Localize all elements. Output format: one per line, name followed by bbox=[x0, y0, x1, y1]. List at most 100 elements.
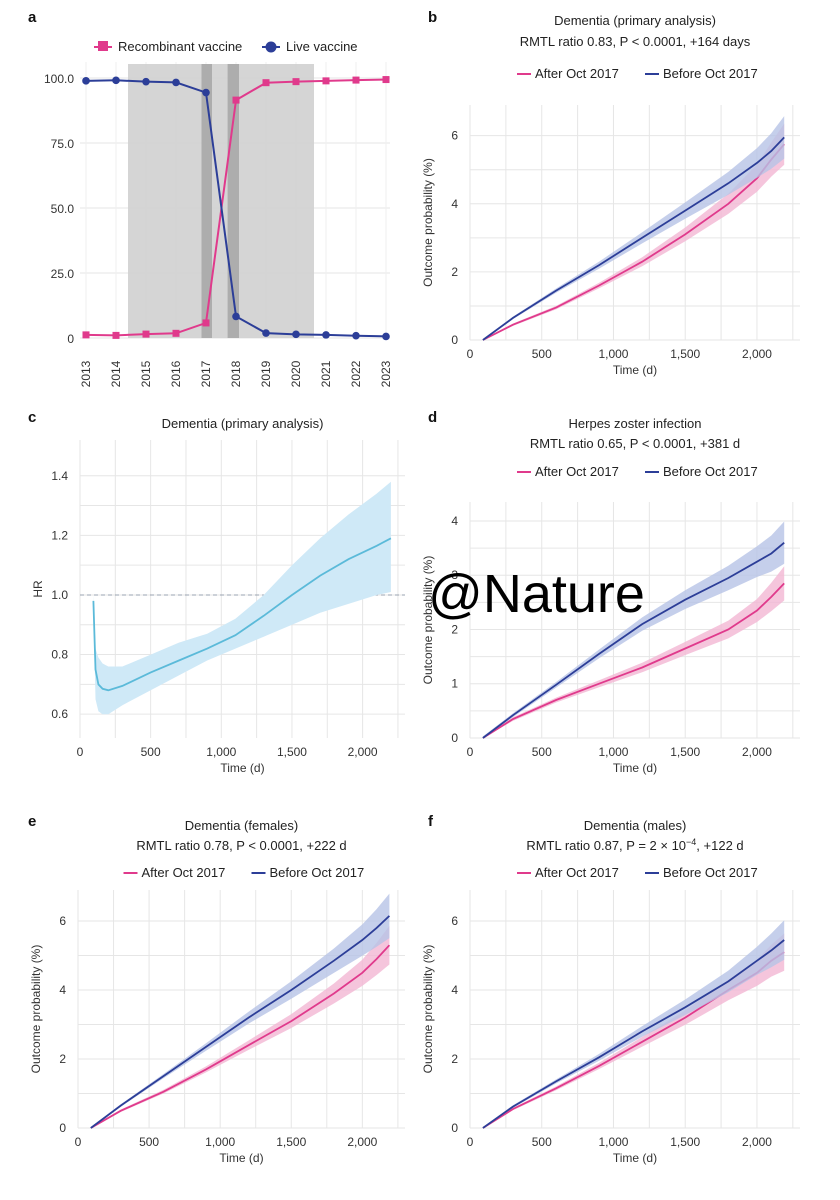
y-tick-label: 6 bbox=[59, 914, 66, 928]
series-line-blue bbox=[482, 939, 785, 1129]
panel-label-a: a bbox=[28, 9, 37, 26]
x-tick-label: 2,000 bbox=[347, 1135, 377, 1149]
x-tick-label: 500 bbox=[532, 745, 552, 759]
y-tick-label: 0.6 bbox=[51, 707, 68, 721]
y-tick-label: 1.0 bbox=[51, 588, 68, 602]
x-tick-label: 0 bbox=[467, 745, 474, 759]
chart-subtitle-e: RMTL ratio 0.78, P < 0.0001, +222 d bbox=[136, 838, 346, 853]
shaded-region-dark bbox=[227, 64, 239, 338]
y-tick-label: 1 bbox=[451, 677, 458, 691]
confidence-band bbox=[93, 481, 391, 715]
y-axis-label: Outcome probability (%) bbox=[421, 158, 435, 287]
y-axis-label: HR bbox=[31, 580, 45, 598]
x-tick-label: 1,500 bbox=[670, 745, 700, 759]
x-tick-label: 2019 bbox=[259, 360, 273, 387]
panel-label-c: c bbox=[28, 409, 36, 426]
y-axis-label: Outcome probability (%) bbox=[421, 945, 435, 1074]
x-tick-label: 1,500 bbox=[277, 745, 307, 759]
data-point-live bbox=[172, 78, 180, 87]
chart-title-d: Herpes zoster infection bbox=[569, 416, 702, 431]
x-tick-label: 2020 bbox=[289, 360, 303, 387]
x-axis-label: Time (d) bbox=[219, 1151, 263, 1165]
chart-title-b: Dementia (primary analysis) bbox=[554, 13, 716, 28]
y-tick-label: 1.4 bbox=[51, 469, 68, 483]
series-line-blue bbox=[482, 542, 785, 739]
y-tick-label: 4 bbox=[451, 197, 458, 211]
legend-label-blue: Before Oct 2017 bbox=[270, 865, 365, 880]
series-line-pink bbox=[90, 944, 391, 1129]
data-point-recombinant bbox=[232, 96, 240, 104]
watermark-text: @Nature bbox=[428, 564, 645, 624]
y-tick-label: 2 bbox=[59, 1052, 66, 1066]
legend-label-pink: After Oct 2017 bbox=[535, 464, 619, 479]
data-point-recombinant bbox=[292, 78, 300, 86]
x-tick-label: 2015 bbox=[139, 360, 153, 387]
x-tick-label: 2021 bbox=[319, 360, 333, 387]
y-axis-label: Outcome probability (%) bbox=[29, 945, 43, 1074]
y-tick-label: 0 bbox=[451, 333, 458, 347]
y-tick-label: 3 bbox=[451, 568, 458, 582]
y-tick-label: 0.8 bbox=[51, 648, 68, 662]
series-line-blue bbox=[90, 915, 391, 1129]
x-tick-label: 1,500 bbox=[276, 1135, 306, 1149]
legend-label-live: Live vaccine bbox=[286, 39, 358, 54]
legend-marker-live bbox=[265, 41, 277, 53]
chart-title-e: Dementia (females) bbox=[185, 818, 298, 833]
series-line-pink bbox=[482, 582, 785, 739]
legend-label-pink: After Oct 2017 bbox=[535, 66, 619, 81]
panel-label-e: e bbox=[28, 813, 36, 830]
y-tick-label: 75.0 bbox=[51, 137, 75, 151]
x-tick-label: 0 bbox=[467, 347, 474, 361]
data-point-recombinant bbox=[262, 79, 270, 87]
x-tick-label: 1,000 bbox=[206, 745, 236, 759]
legend-label-blue: Before Oct 2017 bbox=[663, 66, 758, 81]
chart-subtitle-d: RMTL ratio 0.65, P < 0.0001, +381 d bbox=[530, 436, 740, 451]
x-tick-label: 2,000 bbox=[742, 347, 772, 361]
x-tick-label: 2017 bbox=[199, 360, 213, 387]
x-tick-label: 2013 bbox=[79, 360, 93, 387]
data-point-live bbox=[352, 331, 360, 340]
x-tick-label: 0 bbox=[75, 1135, 82, 1149]
data-point-recombinant bbox=[382, 76, 390, 84]
subtitle-main: RMTL ratio 0.87, P = 2 × 10 bbox=[526, 838, 686, 853]
data-point-recombinant bbox=[112, 331, 120, 339]
y-tick-label: 0 bbox=[451, 1121, 458, 1135]
y-tick-label: 2 bbox=[451, 1052, 458, 1066]
x-axis-label: Time (d) bbox=[613, 363, 657, 377]
legend-label-pink: After Oct 2017 bbox=[142, 865, 226, 880]
y-tick-label: 2 bbox=[451, 265, 458, 279]
data-point-live bbox=[82, 77, 90, 85]
data-point-live bbox=[322, 331, 330, 339]
x-tick-label: 1,000 bbox=[598, 1135, 628, 1149]
data-point-live bbox=[292, 330, 300, 339]
subtitle-main: RMTL ratio 0.83, P < 0.0001, +164 days bbox=[520, 34, 751, 49]
x-tick-label: 500 bbox=[141, 745, 161, 759]
y-tick-label: 4 bbox=[451, 514, 458, 528]
x-axis-label: Time (d) bbox=[613, 761, 657, 775]
data-point-recombinant bbox=[142, 330, 150, 338]
y-tick-label: 0 bbox=[67, 332, 74, 346]
x-tick-label: 2018 bbox=[229, 360, 243, 387]
y-tick-label: 25.0 bbox=[51, 267, 75, 281]
y-tick-label: 100.0 bbox=[44, 72, 74, 86]
subtitle-tail: , +122 d bbox=[696, 838, 743, 853]
legend-label-pink: After Oct 2017 bbox=[535, 865, 619, 880]
y-tick-label: 6 bbox=[451, 129, 458, 143]
shaded-region-dark bbox=[201, 64, 212, 338]
series-line-hr bbox=[92, 537, 392, 692]
subtitle-exponent: −4 bbox=[686, 837, 696, 847]
chart-title-c: Dementia (primary analysis) bbox=[162, 416, 324, 431]
x-tick-label: 500 bbox=[532, 1135, 552, 1149]
x-tick-label: 0 bbox=[467, 1135, 474, 1149]
chart-subtitle-f: RMTL ratio 0.87, P = 2 × 10−4, +122 d bbox=[526, 837, 743, 853]
x-tick-label: 2023 bbox=[379, 360, 393, 387]
data-point-live bbox=[112, 76, 120, 85]
x-tick-label: 500 bbox=[532, 347, 552, 361]
y-tick-label: 2 bbox=[451, 622, 458, 636]
data-point-live bbox=[232, 312, 240, 321]
confidence-band-pink bbox=[482, 566, 785, 738]
legend-label-recombinant: Recombinant vaccine bbox=[118, 39, 242, 54]
y-tick-label: 4 bbox=[59, 983, 66, 997]
legend-label-blue: Before Oct 2017 bbox=[663, 464, 758, 479]
